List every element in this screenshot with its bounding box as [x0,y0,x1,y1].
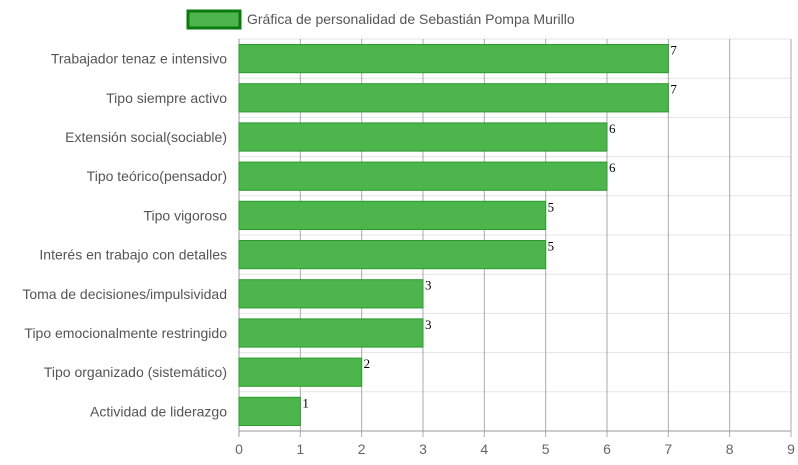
x-tick-label: 6 [603,441,611,457]
bar[interactable] [238,279,424,309]
category-label: Tipo organizado (sistemático) [44,364,227,380]
x-tick-label: 0 [235,441,243,457]
value-label: 6 [609,160,616,175]
value-label: 1 [302,395,309,410]
value-label: 2 [364,356,371,371]
x-tick-label: 2 [358,441,366,457]
x-tick-label: 7 [664,441,672,457]
bar[interactable] [238,396,301,427]
x-tick-label: 5 [542,441,550,457]
legend-swatch [186,9,242,30]
bar[interactable] [238,43,669,74]
x-tick-label: 4 [480,441,488,457]
category-label: Tipo teórico(pensador) [87,168,227,184]
bar[interactable] [238,122,608,152]
category-label: Extensión social(sociable) [65,129,227,145]
value-labels: 7 7 6 6 5 5 3 3 2 1 [302,42,677,410]
value-label: 7 [670,42,677,57]
value-label: 3 [425,317,432,332]
category-label: Tipo vigoroso [143,207,227,223]
value-label: 5 [548,238,555,253]
category-label: Tipo emocionalmente restringido [24,325,227,341]
category-label: Tipo siempre activo [106,90,227,106]
category-label: Toma de decisiones/impulsividad [22,286,227,302]
x-tick-label: 8 [726,441,734,457]
category-label: Actividad de liderazgo [90,403,227,419]
bar[interactable] [238,357,363,387]
category-labels: Trabajador tenaz e intensivo Tipo siempre… [22,51,227,420]
chart-legend[interactable]: Gráfica de personalidad de Sebastián Pom… [186,9,575,30]
value-label: 3 [425,278,432,293]
x-tick-label: 9 [787,441,795,457]
bar[interactable] [238,200,547,231]
x-tick-label: 3 [419,441,427,457]
x-tick-label: 1 [296,441,304,457]
bar[interactable] [238,161,608,191]
bar[interactable] [238,83,669,113]
category-label: Trabajador tenaz e intensivo [51,51,227,67]
value-label: 6 [609,121,616,136]
bar[interactable] [238,239,547,270]
value-label: 5 [548,199,555,214]
category-label: Interés en trabajo con detalles [39,247,227,263]
bars-group [238,43,669,427]
value-label: 7 [670,82,677,97]
legend-label: Gráfica de personalidad de Sebastián Pom… [247,11,575,27]
x-axis-tick-labels: 0 1 2 3 4 5 6 7 8 9 [235,441,795,457]
bar[interactable] [238,318,424,348]
